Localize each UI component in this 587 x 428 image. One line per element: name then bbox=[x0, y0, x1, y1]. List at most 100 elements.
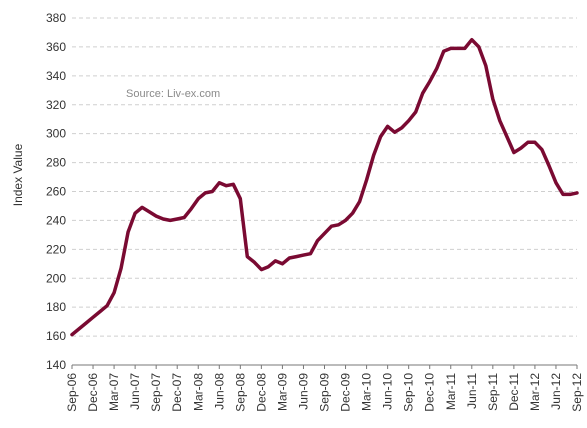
data-point bbox=[442, 50, 445, 53]
data-point bbox=[267, 265, 270, 268]
y-tick-label: 300 bbox=[46, 127, 66, 141]
data-point bbox=[232, 183, 235, 186]
data-point bbox=[183, 216, 186, 219]
data-point bbox=[386, 125, 389, 128]
x-tick-label: Mar-11 bbox=[444, 373, 458, 410]
y-tick-label: 160 bbox=[46, 329, 66, 343]
x-tick-label: Sep-07 bbox=[149, 373, 163, 412]
y-tick-label: 380 bbox=[46, 11, 66, 25]
x-tick-label: Sep-10 bbox=[402, 373, 416, 412]
data-point bbox=[91, 316, 95, 319]
data-point bbox=[197, 197, 200, 200]
x-tick-label: Jun-11 bbox=[465, 373, 479, 409]
data-point bbox=[70, 333, 74, 336]
data-point bbox=[575, 191, 579, 195]
data-point bbox=[126, 230, 130, 234]
data-point bbox=[190, 207, 193, 211]
data-point bbox=[428, 80, 431, 83]
data-point bbox=[540, 148, 544, 151]
gridlines bbox=[72, 17, 577, 337]
data-point bbox=[372, 154, 375, 157]
data-point bbox=[484, 64, 488, 67]
x-tick-label: Jun-10 bbox=[381, 373, 395, 410]
y-tick-label: 320 bbox=[46, 98, 66, 112]
y-tick-label: 140 bbox=[46, 358, 66, 372]
data-point bbox=[253, 261, 256, 264]
x-tick-label: Mar-10 bbox=[360, 373, 374, 411]
data-point bbox=[533, 141, 537, 144]
data-point bbox=[400, 126, 403, 130]
x-tick-label: Sep-11 bbox=[486, 373, 500, 411]
data-point bbox=[470, 38, 473, 41]
data-point bbox=[168, 219, 172, 222]
data-point bbox=[330, 225, 333, 228]
data-point bbox=[119, 266, 123, 270]
data-point bbox=[512, 151, 516, 154]
series-line bbox=[70, 37, 579, 337]
data-point bbox=[561, 193, 565, 196]
data-point bbox=[435, 67, 438, 70]
data-point bbox=[239, 197, 242, 200]
data-point bbox=[449, 47, 452, 50]
x-tick-label: Mar-09 bbox=[275, 373, 289, 411]
data-point bbox=[98, 310, 102, 313]
data-point bbox=[323, 232, 326, 235]
data-point bbox=[309, 252, 312, 255]
x-tick-label: Jun-12 bbox=[549, 373, 563, 410]
x-tick-label: Jun-08 bbox=[212, 373, 226, 410]
data-point bbox=[211, 190, 214, 193]
data-point bbox=[393, 131, 396, 134]
y-tick-label: 360 bbox=[46, 40, 66, 54]
data-point bbox=[154, 214, 158, 218]
x-tick-label: Sep-06 bbox=[65, 373, 79, 412]
data-point bbox=[225, 184, 228, 187]
data-point bbox=[421, 91, 424, 95]
data-point bbox=[140, 206, 144, 209]
data-point bbox=[379, 135, 382, 138]
data-point bbox=[77, 327, 81, 331]
data-point bbox=[260, 268, 263, 271]
x-tick-label: Sep-12 bbox=[570, 373, 584, 412]
data-point bbox=[337, 223, 340, 226]
y-tick-label: 220 bbox=[46, 242, 66, 256]
data-point bbox=[526, 141, 530, 144]
data-point bbox=[288, 256, 291, 260]
y-tick-label: 260 bbox=[46, 185, 66, 199]
x-tick-label: Sep-09 bbox=[318, 373, 332, 412]
data-point bbox=[281, 262, 284, 265]
data-point bbox=[316, 239, 319, 242]
y-tick-label: 240 bbox=[46, 213, 66, 227]
data-point bbox=[147, 210, 151, 213]
data-point bbox=[161, 217, 165, 221]
x-tick-label: Mar-12 bbox=[528, 373, 542, 411]
data-point bbox=[456, 47, 459, 50]
data-point bbox=[554, 181, 558, 185]
data-point bbox=[105, 304, 109, 307]
x-tick-label: Dec-08 bbox=[254, 373, 268, 412]
data-point bbox=[176, 217, 179, 221]
data-point bbox=[477, 45, 481, 49]
x-tick-label: Dec-06 bbox=[86, 373, 100, 412]
data-point bbox=[218, 181, 221, 185]
series-layer bbox=[70, 37, 579, 337]
data-point bbox=[246, 255, 249, 258]
x-tick-label: Dec-07 bbox=[170, 373, 184, 412]
data-point bbox=[463, 47, 466, 50]
data-point bbox=[351, 211, 354, 215]
source-annotation: Source: Liv-ex.com bbox=[126, 88, 220, 100]
x-tick-label: Dec-09 bbox=[339, 373, 353, 412]
data-point bbox=[204, 191, 207, 195]
y-axis-ticks: 140 160 180 200 220 240 260 280 300 320 340 360 380 bbox=[46, 11, 66, 372]
data-point bbox=[133, 211, 137, 215]
x-tick-label: Mar-07 bbox=[107, 373, 121, 411]
y-tick-label: 280 bbox=[46, 156, 66, 170]
y-axis-title: Index Value bbox=[11, 143, 25, 206]
data-point bbox=[358, 200, 361, 203]
x-tick-label: Mar-08 bbox=[191, 373, 205, 411]
x-tick-label: Sep-08 bbox=[233, 373, 247, 412]
x-tick-label: Dec-10 bbox=[423, 373, 437, 412]
data-point bbox=[84, 321, 88, 325]
data-point bbox=[274, 259, 277, 263]
x-axis-ticks: Sep-06 Dec-06 Mar-07 Jun-07 Sep-07 Dec-07 Mar-… bbox=[65, 365, 584, 412]
